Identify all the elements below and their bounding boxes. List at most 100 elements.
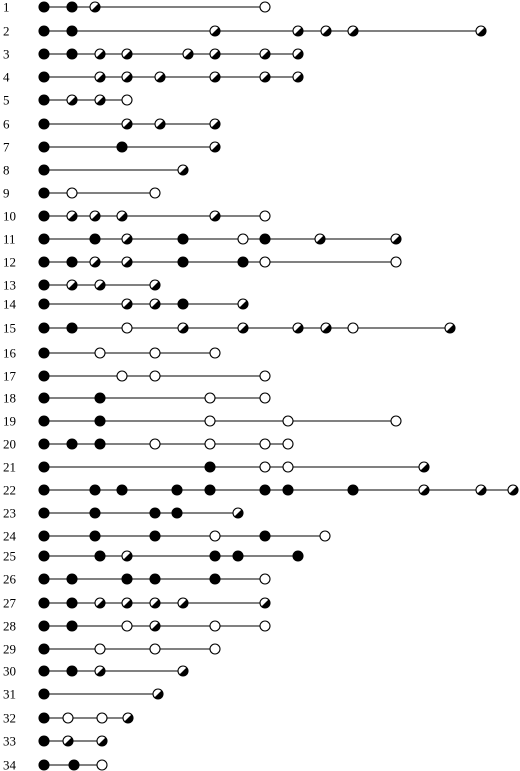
timeline-row: 24 — [3, 529, 331, 544]
open-dot — [282, 415, 294, 427]
open-dot — [390, 256, 402, 268]
open-dot — [209, 347, 221, 359]
filled-dot — [171, 484, 183, 496]
half-filled-dot — [209, 25, 221, 37]
half-filled-dot — [96, 735, 108, 747]
half-filled-dot — [475, 25, 487, 37]
timeline-row: 27 — [3, 596, 271, 611]
open-dot — [209, 643, 221, 655]
open-dot — [390, 415, 402, 427]
half-filled-dot — [121, 256, 133, 268]
half-filled-dot — [259, 597, 271, 609]
filled-dot — [38, 573, 50, 585]
half-filled-dot — [444, 322, 456, 334]
filled-dot — [177, 233, 189, 245]
open-dot — [259, 392, 271, 404]
filled-dot — [259, 484, 271, 496]
timeline-row: 5 — [3, 93, 133, 108]
timeline-row: 28 — [3, 619, 271, 634]
half-filled-dot — [94, 665, 106, 677]
filled-dot — [66, 438, 78, 450]
row-label: 11 — [3, 232, 16, 247]
half-filled-dot — [62, 735, 74, 747]
row-label: 22 — [3, 483, 16, 498]
filled-dot — [66, 1, 78, 13]
half-filled-dot — [116, 210, 128, 222]
filled-dot — [38, 164, 50, 176]
open-dot — [121, 620, 133, 632]
timeline-row: 30 — [3, 664, 189, 679]
half-filled-dot — [152, 688, 164, 700]
filled-dot — [38, 392, 50, 404]
filled-dot — [116, 484, 128, 496]
half-filled-dot — [149, 298, 161, 310]
open-dot — [282, 438, 294, 450]
filled-dot — [66, 620, 78, 632]
open-dot — [209, 530, 221, 542]
open-dot — [149, 347, 161, 359]
row-label: 12 — [3, 255, 16, 270]
open-dot — [94, 347, 106, 359]
row-label: 20 — [3, 437, 16, 452]
half-filled-dot — [320, 25, 332, 37]
half-filled-dot — [149, 597, 161, 609]
row-label: 10 — [3, 209, 16, 224]
row-label: 33 — [3, 734, 16, 749]
filled-dot — [204, 484, 216, 496]
filled-dot — [177, 256, 189, 268]
filled-dot — [38, 1, 50, 13]
filled-dot — [94, 415, 106, 427]
filled-dot — [38, 94, 50, 106]
filled-dot — [66, 48, 78, 60]
timeline-row: 1 — [3, 0, 271, 15]
row-label: 14 — [3, 297, 17, 312]
row-label: 5 — [3, 93, 10, 108]
filled-dot — [177, 298, 189, 310]
open-dot — [96, 759, 108, 771]
timeline-row: 13 — [3, 278, 161, 293]
open-dot — [259, 620, 271, 632]
filled-dot — [94, 438, 106, 450]
open-dot — [96, 712, 108, 724]
filled-dot — [38, 530, 50, 542]
row-label: 25 — [3, 549, 16, 564]
half-filled-dot — [121, 118, 133, 130]
half-filled-dot — [177, 322, 189, 334]
filled-dot — [38, 735, 50, 747]
half-filled-dot — [209, 210, 221, 222]
row-label: 2 — [3, 24, 10, 39]
open-dot — [204, 438, 216, 450]
timeline-row: 10 — [3, 209, 271, 224]
timeline-row: 18 — [3, 391, 271, 406]
row-label: 32 — [3, 711, 16, 726]
timeline-row: 9 — [3, 186, 161, 201]
filled-dot — [209, 550, 221, 562]
open-dot — [149, 438, 161, 450]
filled-dot — [38, 665, 50, 677]
filled-dot — [66, 25, 78, 37]
filled-dot — [38, 415, 50, 427]
timeline-row: 29 — [3, 642, 221, 657]
row-label: 19 — [3, 414, 16, 429]
filled-dot — [149, 573, 161, 585]
filled-dot — [68, 759, 80, 771]
filled-dot — [66, 322, 78, 334]
open-dot — [209, 620, 221, 632]
half-filled-dot — [89, 256, 101, 268]
open-dot — [121, 94, 133, 106]
timeline-row: 32 — [3, 711, 134, 726]
half-filled-dot — [121, 597, 133, 609]
row-label: 6 — [3, 117, 10, 132]
half-filled-dot — [66, 210, 78, 222]
half-filled-dot — [94, 48, 106, 60]
filled-dot — [38, 256, 50, 268]
timeline-row: 16 — [3, 346, 221, 361]
filled-dot — [38, 210, 50, 222]
filled-dot — [38, 597, 50, 609]
half-filled-dot — [418, 461, 430, 473]
filled-dot — [38, 48, 50, 60]
timeline-row: 8 — [3, 163, 189, 178]
open-dot — [259, 573, 271, 585]
filled-dot — [116, 141, 128, 153]
